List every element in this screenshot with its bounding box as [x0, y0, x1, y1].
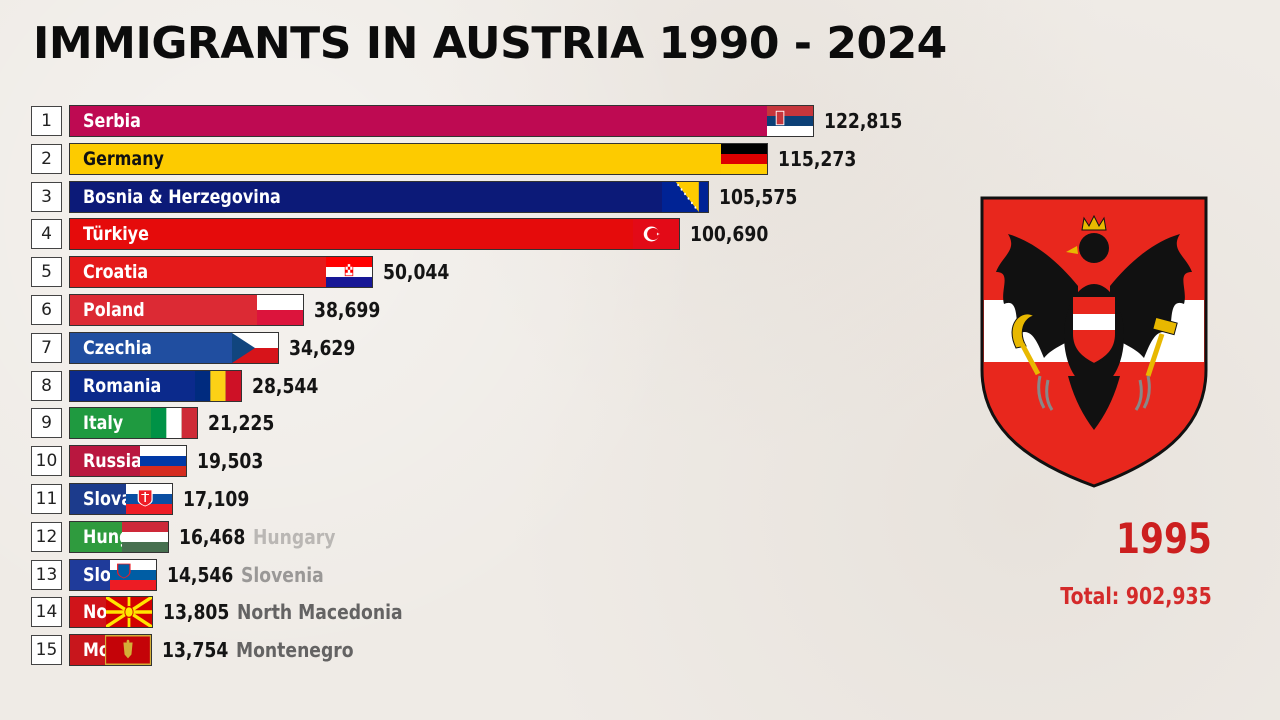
rank-box: 2 — [31, 143, 62, 174]
bar-label: Slova — [83, 488, 133, 510]
bar-label: Poland — [83, 299, 145, 321]
rank-box: 4 — [31, 219, 62, 250]
romania-flag-icon — [195, 370, 241, 401]
bar-label: Italy — [83, 412, 124, 435]
bar: Bosnia & Herzegovina — [69, 180, 709, 213]
czechia-flag-icon — [232, 332, 278, 363]
rank-box: 13 — [31, 559, 62, 590]
rank-box: 14 — [31, 597, 62, 628]
bar: Romania — [69, 369, 242, 402]
bar-label: Czechia — [83, 336, 152, 359]
russia-flag-icon — [140, 446, 186, 477]
total-label: Total: 902,935 — [1060, 584, 1212, 610]
rank-box: 12 — [31, 521, 62, 552]
rank-box: 9 — [31, 408, 62, 439]
value-label: 17,109 — [183, 487, 250, 511]
chart-title: IMMIGRANTS IN AUSTRIA 1990 - 2024 — [33, 18, 947, 69]
outside-country-label: Slovenia — [241, 562, 324, 587]
croatia-flag-icon — [326, 257, 372, 288]
bar-label: Slo — [83, 563, 111, 586]
bar-label: Croatia — [83, 261, 149, 284]
bar: Mo — [69, 634, 152, 667]
year-label: 1995 — [1116, 514, 1212, 563]
value-label: 21,225 — [208, 411, 275, 436]
value-label: 13,754 — [162, 638, 229, 663]
bar: Croatia — [69, 256, 373, 289]
bar-label: Germany — [83, 147, 164, 170]
italy-flag-icon — [151, 408, 197, 439]
value-label: 14,546 — [167, 562, 234, 587]
bar: Türkiye — [69, 218, 680, 251]
value-label: 16,468 — [179, 524, 246, 549]
serbia-flag-icon — [767, 106, 813, 136]
bosnia-flag-icon — [662, 181, 708, 212]
rank-box: 15 — [31, 635, 62, 666]
turkey-flag-icon — [633, 219, 679, 250]
value-label: 38,699 — [314, 298, 381, 322]
outside-country-label: North Macedonia — [237, 600, 403, 625]
slovenia-flag-icon — [110, 559, 156, 590]
montenegro-flag-icon — [105, 635, 151, 666]
bar: Czechia — [69, 331, 279, 364]
bar: No — [69, 596, 153, 629]
bar: Germany — [69, 142, 768, 175]
bar: Poland — [69, 294, 304, 326]
rank-box: 8 — [31, 370, 62, 401]
bar-label: Romania — [83, 374, 162, 397]
value-label: 105,575 — [719, 184, 798, 209]
bar-label: Russia — [83, 450, 142, 473]
outside-country-label: Hungary — [253, 524, 336, 549]
bar-label: Bosnia & Herzegovina — [83, 185, 281, 208]
value-label: 13,805 — [163, 600, 230, 625]
bar: Slo — [69, 558, 157, 591]
rank-box: 3 — [31, 181, 62, 212]
north-macedonia-flag-icon — [106, 597, 152, 628]
bar: Hung — [69, 520, 169, 553]
value-label: 19,503 — [197, 449, 264, 474]
value-label: 28,544 — [252, 373, 319, 398]
bar-label: Hung — [83, 525, 131, 548]
rank-box: 5 — [31, 257, 62, 288]
bar-label: Türkiye — [83, 223, 149, 246]
value-label: 115,273 — [778, 146, 857, 171]
rank-box: 11 — [31, 484, 62, 514]
bar: Serbia — [69, 105, 814, 137]
value-label: 122,815 — [824, 109, 903, 133]
rank-box: 10 — [31, 446, 62, 477]
bar: Russia — [69, 445, 187, 478]
bar-label: Serbia — [83, 110, 141, 132]
value-label: 34,629 — [289, 335, 356, 360]
poland-flag-icon — [257, 295, 303, 325]
value-label: 100,690 — [690, 222, 769, 247]
value-label: 50,044 — [383, 260, 450, 285]
slovakia-flag-icon — [126, 484, 172, 514]
outside-country-label: Montenegro — [236, 638, 354, 663]
bar: Italy — [69, 407, 198, 440]
bar-label: Mo — [83, 639, 110, 662]
bar: Slova — [69, 483, 173, 515]
bar-label: No — [83, 601, 108, 624]
rank-box: 7 — [31, 332, 62, 363]
hungary-flag-icon — [122, 521, 168, 552]
rank-box: 6 — [31, 295, 62, 325]
germany-flag-icon — [721, 143, 767, 174]
austrian-coat-of-arms-icon — [980, 196, 1208, 488]
rank-box: 1 — [31, 106, 62, 136]
